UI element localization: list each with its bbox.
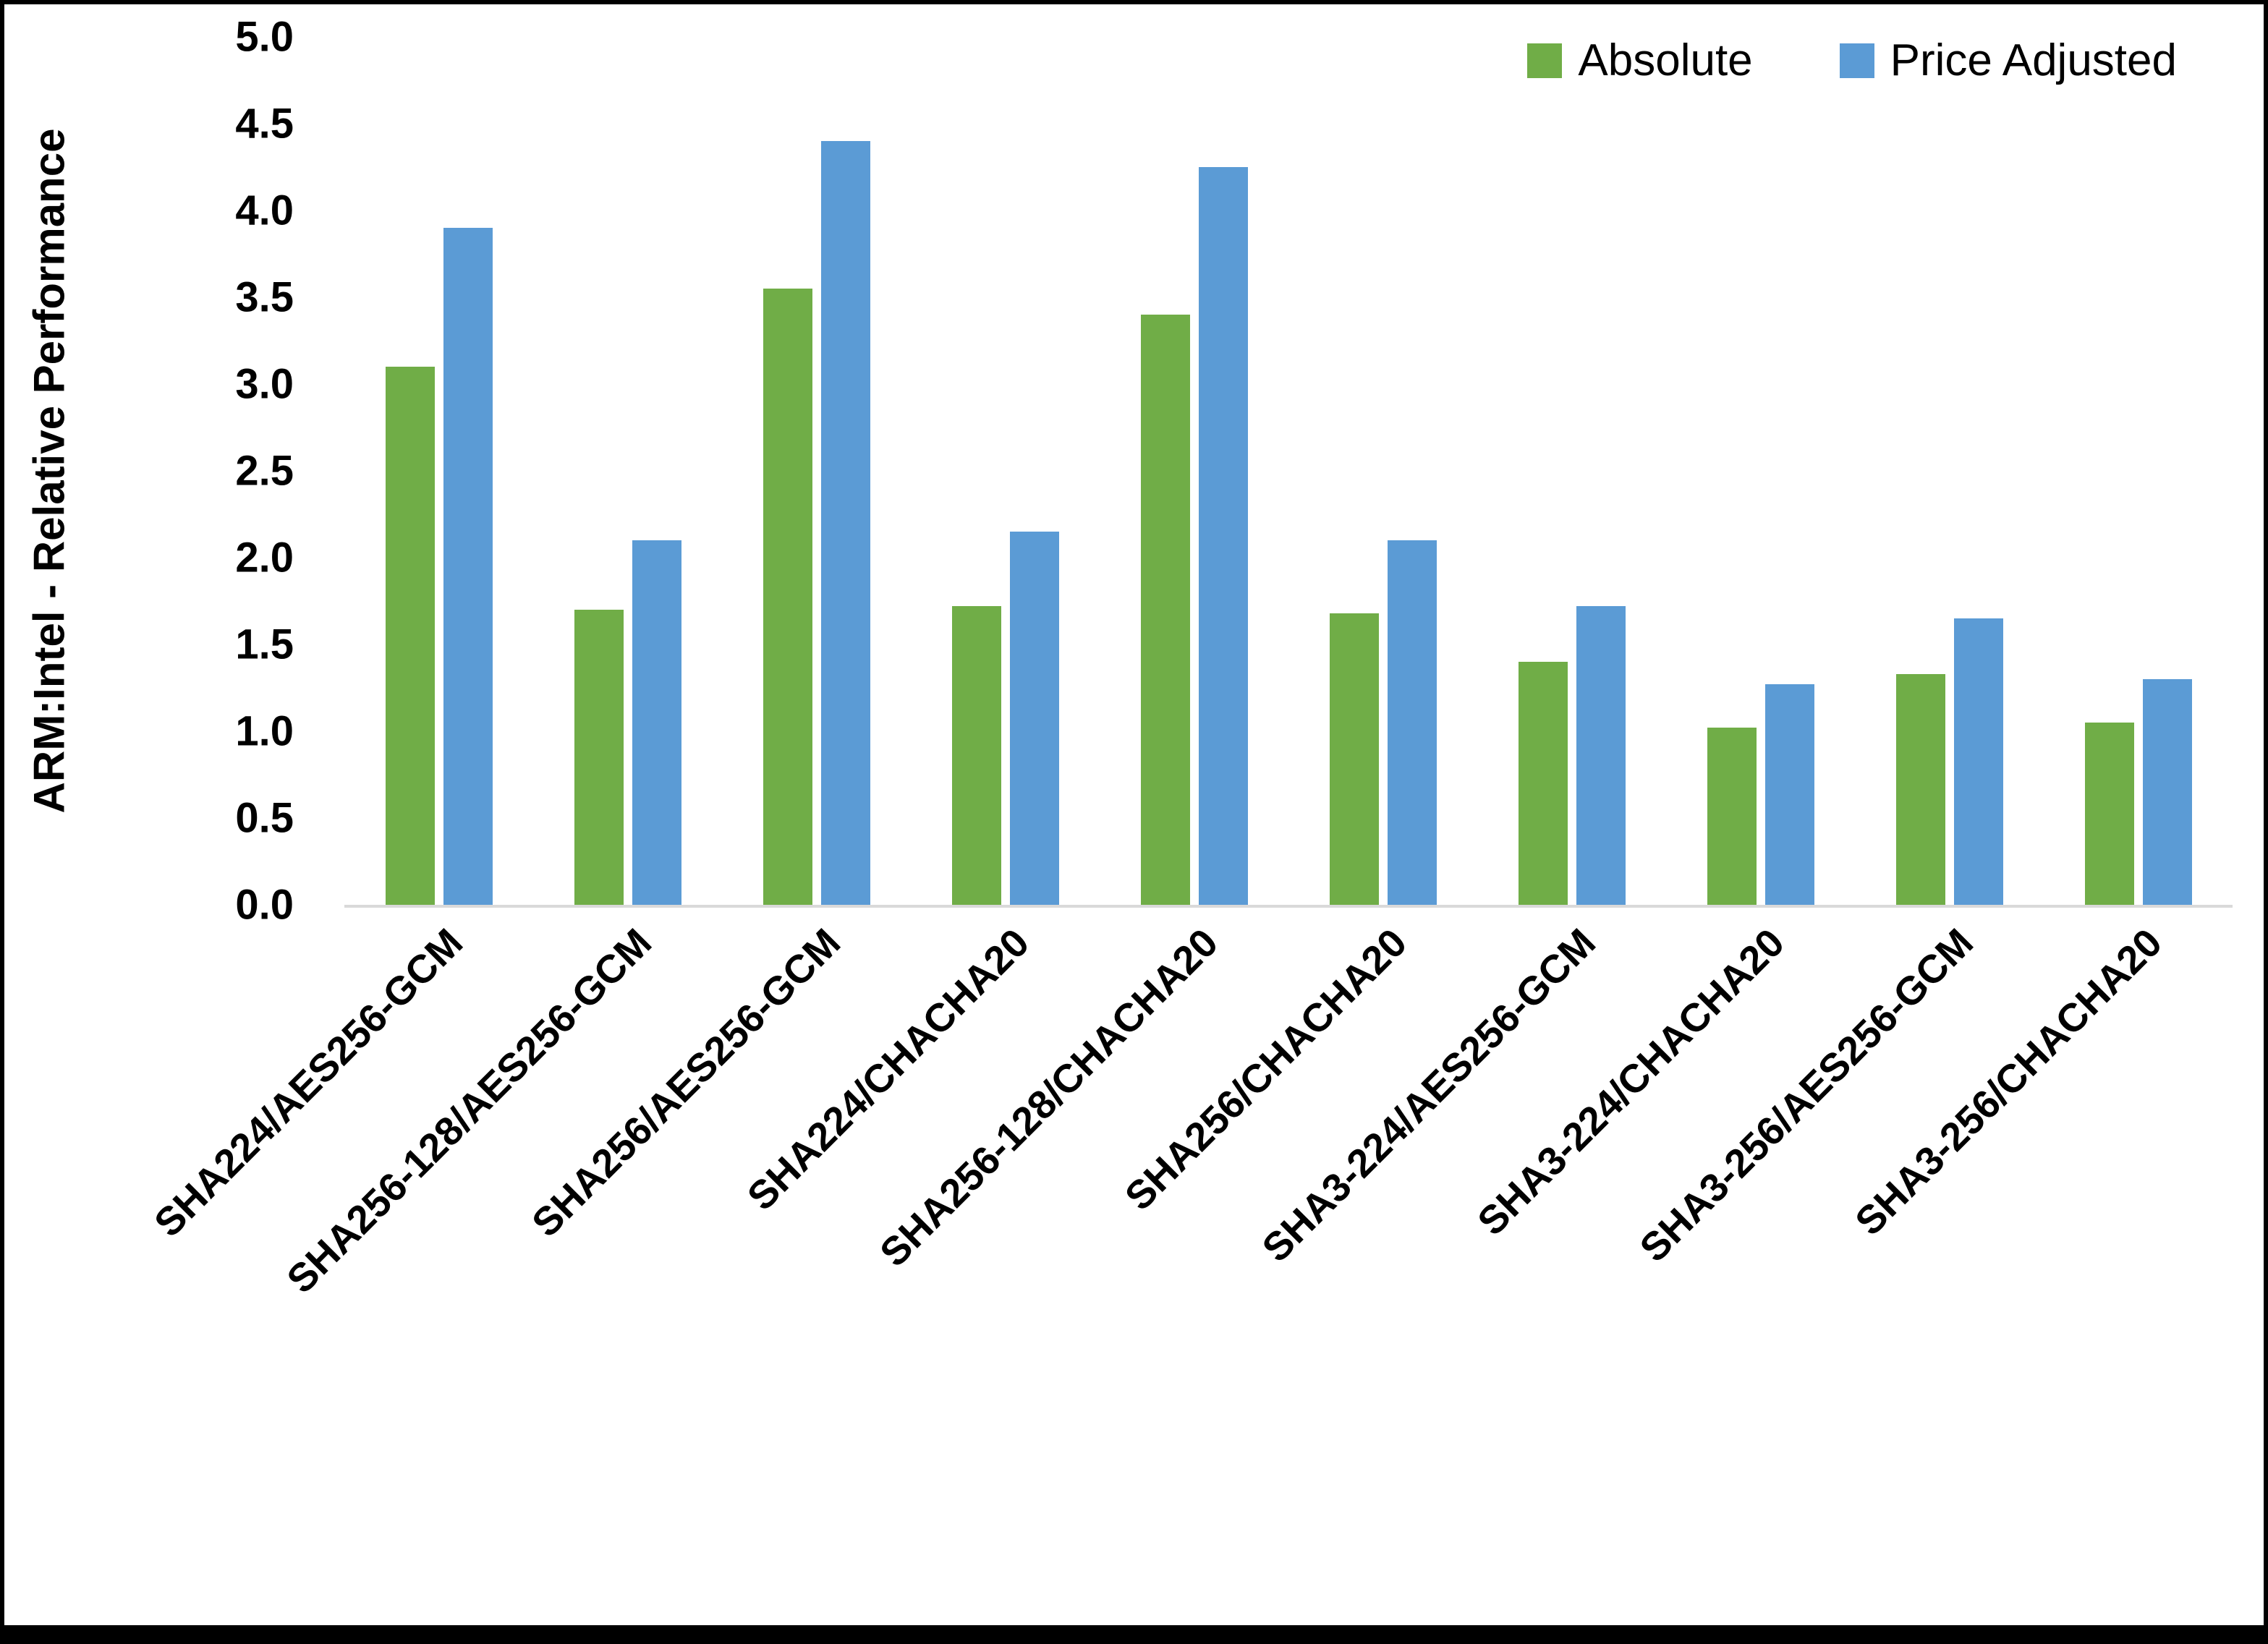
bar-group: [533, 37, 722, 905]
legend: Absolute Price Adjusted: [1527, 35, 2177, 86]
bar-absolute: [1329, 613, 1379, 905]
x-axis-category-label: SHA3-224/CHACHA20: [1469, 919, 1793, 1244]
x-axis-category-label: SHA256-128/AES256-GCM: [278, 919, 661, 1302]
x-axis-category-label: SHA256/CHACHA20: [1116, 919, 1416, 1219]
bar-price-adjusted: [1764, 684, 1814, 905]
bar-price-adjusted: [1387, 540, 1437, 905]
bar-group: [1100, 37, 1288, 905]
y-tick-label: 5.0: [235, 13, 294, 61]
bar-group: [2044, 37, 2233, 905]
y-tick-label: 4.0: [235, 187, 294, 234]
legend-label-price-adjusted: Price Adjusted: [1890, 35, 2177, 85]
legend-label-absolute: Absolute: [1578, 35, 1753, 85]
bar-price-adjusted: [1953, 618, 2003, 905]
bar-group: [344, 37, 533, 905]
bar-absolute: [1140, 315, 1190, 905]
bar-absolute: [951, 606, 1001, 905]
x-axis-category-label: SHA256/AES256-GCM: [522, 919, 849, 1245]
x-axis-category-label: SHA224/CHACHA20: [738, 919, 1038, 1219]
bar-absolute: [2084, 723, 2134, 905]
y-tick-label: 0.0: [235, 881, 294, 929]
bar-price-adjusted: [820, 141, 870, 905]
bar-price-adjusted: [443, 228, 493, 905]
x-axis-category-label: SHA3-256/CHACHA20: [1846, 919, 2171, 1244]
bar-absolute: [1518, 662, 1568, 905]
bar-group: [1666, 37, 1855, 905]
bar-price-adjusted: [632, 540, 681, 905]
bar-price-adjusted: [1198, 167, 1248, 905]
bar-price-adjusted: [1576, 606, 1626, 905]
y-tick-label: 3.5: [235, 273, 294, 321]
bar-group: [722, 37, 911, 905]
x-axis-category-label: SHA3-256/AES256-GCM: [1631, 919, 1982, 1271]
legend-item-absolute: Absolute: [1527, 35, 1753, 86]
bar-group: [1288, 37, 1477, 905]
y-tick-label: 1.5: [235, 621, 294, 668]
y-tick-column: 0.0 0.5 1.0 1.5 2.0 2.5 3.0 3.5 4.0 4.5 5.0: [113, 14, 294, 929]
plot-area: [344, 37, 2233, 908]
legend-item-price-adjusted: Price Adjusted: [1839, 35, 2177, 86]
bar-absolute: [763, 289, 812, 905]
bar-absolute: [385, 367, 435, 905]
bar-group: [911, 37, 1100, 905]
x-axis-category-label: SHA224/AES256-GCM: [145, 919, 472, 1245]
bar-absolute: [1895, 673, 1945, 905]
x-axis-labels: SHA224/AES256-GCM SHA256-128/AES256-GCM SH…: [145, 908, 2233, 1414]
legend-swatch-absolute-icon: [1527, 43, 1563, 78]
bar-group: [1477, 37, 1666, 905]
legend-swatch-price-adjusted-icon: [1839, 43, 1874, 78]
y-tick-label: 3.0: [235, 360, 294, 408]
y-tick-label: 0.5: [235, 794, 294, 842]
bar-price-adjusted: [2142, 679, 2192, 905]
x-axis-category-label: SHA3-224/AES256-GCM: [1253, 919, 1605, 1271]
bar-absolute: [574, 610, 624, 905]
y-tick-label: 2.5: [235, 447, 294, 495]
y-tick-label: 4.5: [235, 100, 294, 148]
x-axis-category-label: SHA256-128/CHACHA20: [870, 919, 1227, 1275]
y-tick-label: 2.0: [235, 534, 294, 582]
bar-price-adjusted: [1009, 532, 1059, 905]
y-tick-label: 1.0: [235, 707, 294, 755]
bar-group: [1855, 37, 2044, 905]
bar-absolute: [1707, 728, 1757, 905]
y-axis-title: ARM:Intel - Relative Performance: [25, 128, 74, 814]
